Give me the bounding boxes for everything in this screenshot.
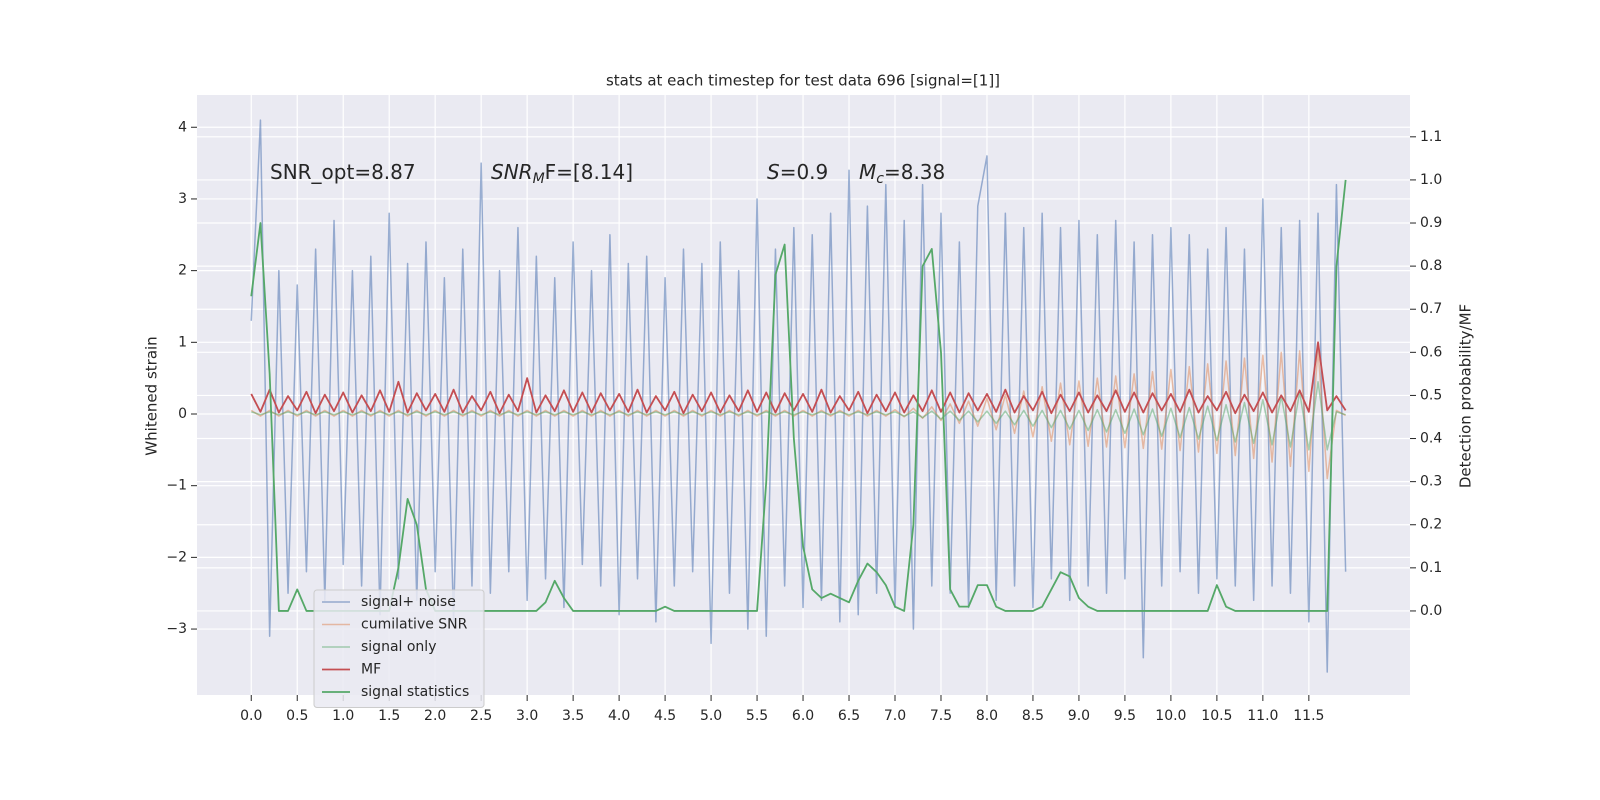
x-tick-label: 2.5: [470, 708, 492, 724]
y-axis-label: Whitened strain: [143, 336, 161, 455]
annotation-rest: SNR_opt=8.87: [270, 160, 416, 184]
annotation: Mc=8.38: [859, 160, 945, 188]
x-tick-label: 9.5: [1114, 708, 1136, 724]
x-tick-label: 7.5: [930, 708, 952, 724]
x-tick-label: 11.5: [1293, 708, 1324, 724]
x-tick-label: 3.5: [562, 708, 584, 724]
y-tick-label: 1: [178, 334, 187, 350]
legend-label: MF: [361, 662, 381, 678]
legend-box: [313, 589, 485, 708]
annotation-sub: c: [876, 171, 884, 187]
series-line: [250, 119, 1347, 673]
x-tick-label: 7.0: [884, 708, 906, 724]
y2-tick-label: 0.2: [1420, 517, 1442, 533]
y2-tick-label: 0.6: [1420, 344, 1442, 360]
annotation: SNR_opt=8.87: [270, 160, 416, 184]
annotation-base: M: [859, 160, 876, 184]
x-tick-label: 8.5: [1022, 708, 1044, 724]
x-tick-label: 9.0: [1068, 708, 1090, 724]
chart-title: stats at each timestep for test data 696…: [606, 72, 1000, 90]
series-line: [251, 380, 1346, 451]
x-tick-label: 6.5: [838, 708, 860, 724]
y-tick-label: −3: [166, 621, 187, 637]
x-tick-label: 8.0: [976, 708, 998, 724]
x-tick-label: 0.0: [240, 708, 262, 724]
y2-tick-label: 0.4: [1420, 431, 1442, 447]
y2-tick-label: 0.8: [1420, 258, 1442, 274]
y-tick-label: −1: [166, 478, 187, 494]
annotation-rest: =8.38: [884, 160, 945, 184]
legend-label: signal statistics: [361, 684, 469, 700]
y-tick-label: 4: [178, 119, 187, 135]
x-tick-label: 5.5: [746, 708, 768, 724]
x-tick-label: 5.0: [700, 708, 722, 724]
x-tick-label: 4.5: [654, 708, 676, 724]
x-tick-label: 1.0: [332, 708, 354, 724]
x-tick-label: 0.5: [286, 708, 308, 724]
annotation-base: SNR: [491, 160, 533, 184]
x-tick-label: 10.0: [1155, 708, 1186, 724]
y2-tick-label: 0.7: [1420, 301, 1442, 317]
x-tick-label: 2.0: [424, 708, 446, 724]
x-tick-label: 1.5: [378, 708, 400, 724]
y-tick-label: 3: [178, 191, 187, 207]
x-tick-label: 10.5: [1201, 708, 1232, 724]
y2-tick-label: 0.9: [1420, 215, 1442, 231]
y-tick-label: −2: [166, 549, 187, 565]
legend-label: signal+ noise: [361, 594, 456, 610]
y2-tick-label: 1.0: [1420, 172, 1442, 188]
x-tick-label: 6.0: [792, 708, 814, 724]
y2-tick-label: 0.3: [1420, 474, 1442, 490]
y2-tick-label: 0.1: [1420, 560, 1442, 576]
annotation: SNRMF=[8.14]: [491, 160, 633, 188]
legend-label: cumilative SNR: [361, 617, 468, 633]
legend-label: signal only: [361, 639, 436, 655]
y2-tick-label: 0.5: [1420, 387, 1442, 403]
annotation-base: S: [767, 160, 780, 184]
x-tick-label: 4.0: [608, 708, 630, 724]
x-tick-label: 11.0: [1247, 708, 1278, 724]
annotation-sub: M: [533, 171, 545, 187]
annotation: S=0.9: [767, 160, 828, 184]
x-tick-label: 3.0: [516, 708, 538, 724]
y2-tick-label: 1.1: [1420, 129, 1442, 145]
series-line: [250, 341, 1347, 415]
y-tick-label: 0: [178, 406, 187, 422]
annotation-rest: F=[8.14]: [545, 160, 633, 184]
y2-axis-label: Detection probability/MF: [1457, 304, 1475, 488]
annotation-rest: =0.9: [780, 160, 829, 184]
y-tick-label: 2: [178, 263, 187, 279]
y2-tick-label: 0.0: [1420, 603, 1442, 619]
